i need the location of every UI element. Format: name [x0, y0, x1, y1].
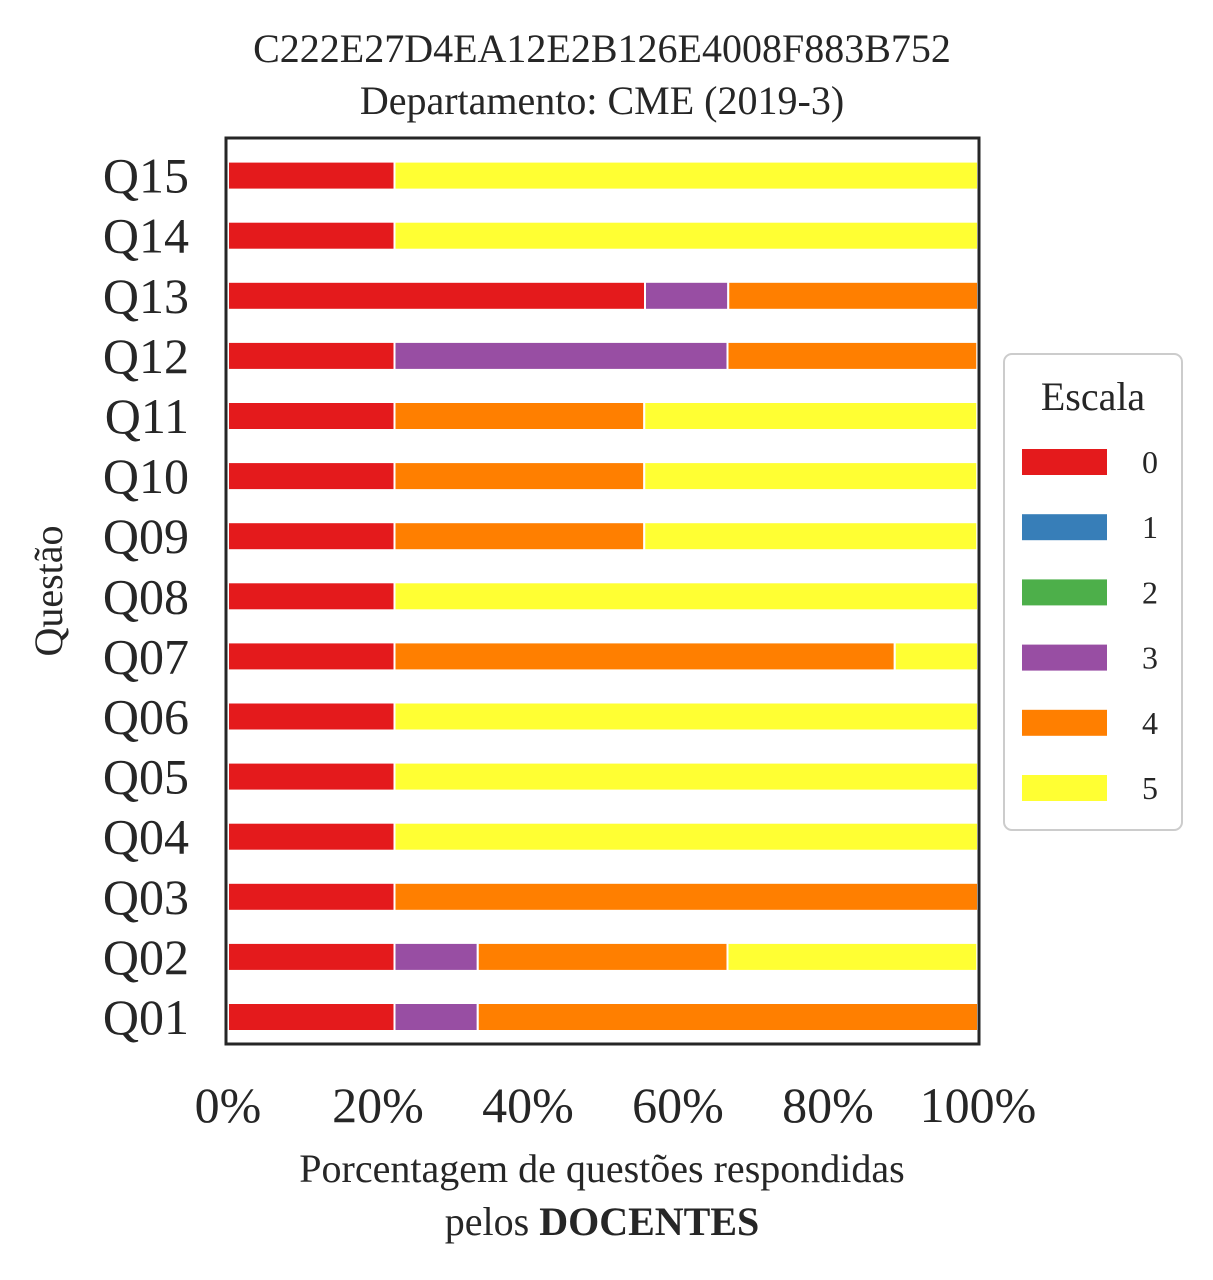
legend-label-0: 0 [1142, 444, 1158, 480]
legend-swatch-4 [1022, 709, 1107, 736]
x-tick-label: 100% [920, 1077, 1037, 1133]
legend-label-2: 2 [1142, 574, 1158, 610]
bar-q06-scale-0 [227, 701, 396, 732]
bar-q02-scale-4 [476, 941, 729, 972]
chart-subtitle: Departamento: CME (2019-3) [360, 78, 844, 123]
y-tick-label-q14: Q14 [103, 208, 189, 264]
y-axis-label: Questão [26, 525, 71, 656]
bar-q02-scale-3 [393, 941, 479, 972]
bar-q10-scale-0 [227, 461, 396, 492]
bar-q07-scale-0 [227, 641, 396, 672]
bar-q11-scale-5 [643, 401, 979, 431]
x-tick-labels: 0% 20% 40% 60% 80% 100% [195, 1077, 1037, 1133]
bar-q09-scale-4 [393, 521, 646, 552]
bar-q08-scale-0 [227, 581, 396, 612]
y-tick-label-q15: Q15 [103, 148, 189, 204]
y-tick-label-q05: Q05 [103, 749, 189, 805]
legend-swatch-0 [1022, 449, 1107, 475]
bar-q05-scale-5 [393, 761, 979, 792]
bar-q11-scale-0 [227, 401, 396, 431]
bar-q10-scale-5 [643, 461, 979, 492]
plot-frame [224, 136, 981, 1046]
y-tick-label-q03: Q03 [103, 869, 189, 925]
legend-swatch-2 [1022, 579, 1107, 606]
bar-q13-scale-0 [227, 280, 646, 311]
bars-layer [227, 160, 979, 1032]
bar-q03-scale-4 [393, 881, 979, 912]
bar-q02-scale-0 [227, 941, 396, 972]
x-tick-label: 60% [632, 1077, 724, 1133]
bar-q04-scale-0 [227, 821, 396, 852]
y-tick-label-q10: Q10 [103, 448, 189, 504]
y-tick-label-q13: Q13 [103, 268, 189, 324]
legend-label-3: 3 [1142, 640, 1158, 676]
bar-q02-scale-5 [726, 941, 979, 972]
bar-q15-scale-0 [227, 160, 396, 191]
x-axis-label-prefix: pelos [445, 1199, 539, 1244]
bar-q13-scale-3 [644, 280, 730, 311]
x-tick-label: 40% [482, 1077, 574, 1133]
bar-q01-scale-3 [393, 1002, 479, 1032]
bar-q05-scale-0 [227, 761, 396, 792]
bar-q15-scale-5 [393, 160, 979, 191]
bar-q08-scale-5 [393, 581, 979, 612]
bar-q10-scale-4 [393, 461, 646, 492]
y-tick-label-q07: Q07 [103, 628, 189, 684]
bar-q12-scale-3 [393, 340, 729, 371]
bar-q03-scale-0 [227, 881, 396, 912]
x-tick-label: 80% [782, 1077, 874, 1133]
x-tick-label: 0% [195, 1077, 262, 1133]
bar-q01-scale-4 [476, 1002, 979, 1032]
y-tick-label-q04: Q04 [103, 809, 189, 865]
y-tick-label-q12: Q12 [103, 328, 189, 384]
y-tick-label-q02: Q02 [103, 929, 189, 985]
x-tick-label: 20% [332, 1077, 424, 1133]
y-tick-label-q01: Q01 [103, 989, 189, 1045]
x-axis-label-bold: DOCENTES [539, 1199, 759, 1244]
legend-title: Escala [1041, 374, 1146, 419]
legend-swatch-5 [1022, 775, 1107, 801]
y-tick-labels: Q01Q02Q03Q04Q05Q06Q07Q08Q09Q10Q11Q12Q13Q… [103, 148, 189, 1045]
legend-swatch-1 [1022, 514, 1107, 541]
chart-title: C222E27D4EA12E2B126E4008F883B752 [253, 26, 951, 71]
bar-q14-scale-5 [393, 220, 979, 251]
bar-q04-scale-5 [393, 821, 979, 852]
y-tick-label-q08: Q08 [103, 568, 189, 624]
bar-q13-scale-4 [727, 280, 979, 311]
bar-q06-scale-5 [393, 701, 979, 732]
bar-q01-scale-0 [227, 1002, 396, 1032]
y-tick-label-q11: Q11 [105, 388, 189, 444]
bar-q12-scale-0 [227, 340, 396, 371]
x-axis-label-line2: pelos DOCENTES [445, 1199, 760, 1244]
bar-q09-scale-0 [227, 521, 396, 552]
bar-q14-scale-0 [227, 220, 396, 251]
legend-items: 0 1 2 3 4 5 [1022, 444, 1158, 806]
legend-label-1: 1 [1142, 509, 1158, 545]
y-tick-label-q09: Q09 [103, 508, 189, 564]
legend-label-5: 5 [1142, 770, 1158, 806]
bar-q11-scale-4 [393, 401, 646, 431]
legend: Escala 0 1 2 3 4 5 [1003, 353, 1183, 831]
bar-q12-scale-4 [726, 340, 979, 371]
legend-swatch-3 [1022, 644, 1107, 671]
bar-q07-scale-5 [893, 641, 979, 672]
bar-q09-scale-5 [643, 521, 979, 552]
bar-q07-scale-4 [393, 641, 896, 672]
x-axis-label: Porcentagem de questões respondidas [299, 1146, 904, 1191]
legend-label-4: 4 [1142, 705, 1158, 741]
y-tick-label-q06: Q06 [103, 689, 189, 745]
